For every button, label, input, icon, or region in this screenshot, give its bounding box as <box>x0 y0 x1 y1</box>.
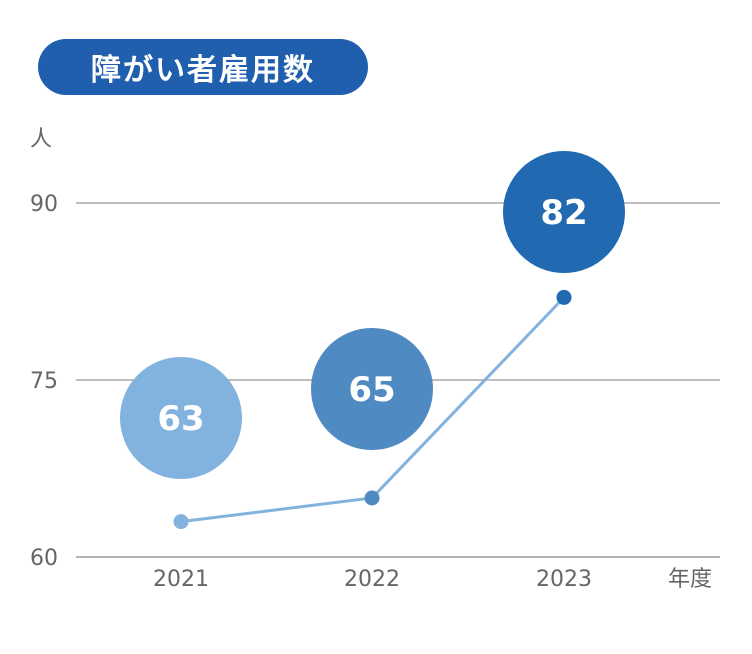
data-label: 63 <box>157 399 204 439</box>
y-tick-label: 60 <box>30 546 58 571</box>
x-tick-label: 2021 <box>153 567 209 592</box>
value-bubble <box>311 328 433 450</box>
value-bubble <box>503 151 625 273</box>
y-tick-label: 75 <box>30 369 58 394</box>
y-tick-label: 90 <box>30 192 58 217</box>
value-bubble <box>120 357 242 479</box>
chart-title: 障がい者雇用数 <box>38 39 368 95</box>
y-axis-unit: 人 <box>30 127 52 152</box>
x-tick-label: 2022 <box>344 567 400 592</box>
x-axis-unit: 年度 <box>668 567 712 592</box>
data-point <box>364 490 380 506</box>
data-point <box>173 514 189 530</box>
data-point <box>556 289 572 305</box>
data-label: 65 <box>348 370 395 410</box>
x-tick-label: 2023 <box>536 567 592 592</box>
data-label: 82 <box>540 193 587 233</box>
